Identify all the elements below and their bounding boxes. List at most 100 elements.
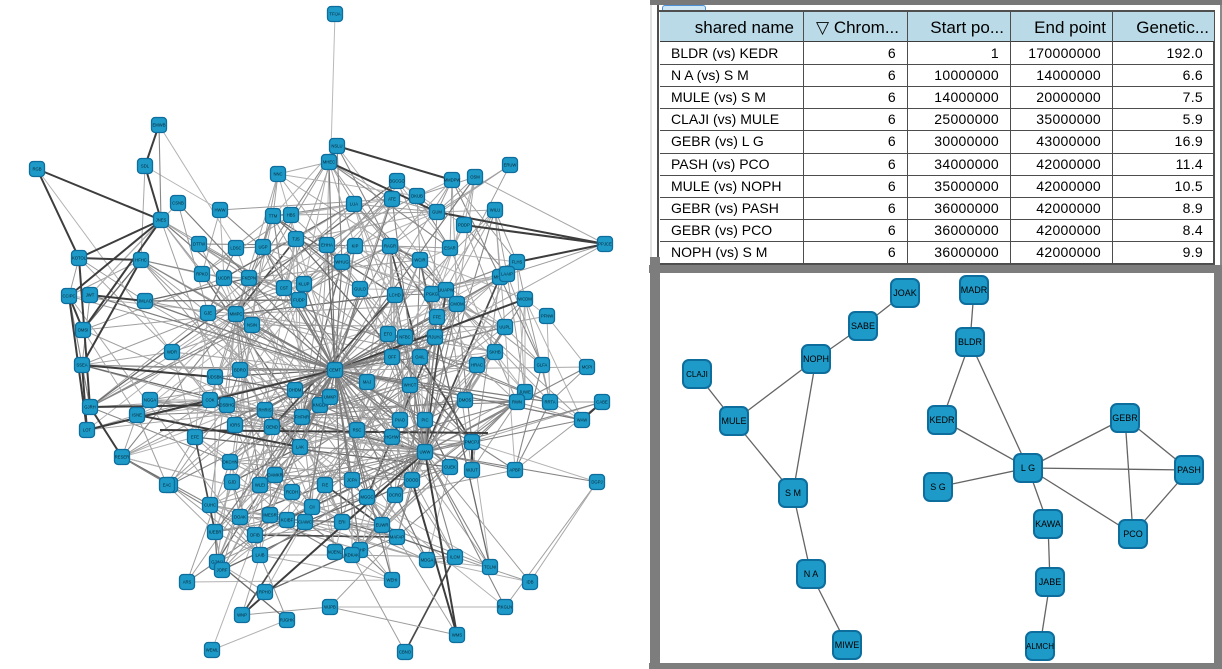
svg-text:DFIB: DFIB bbox=[250, 533, 260, 538]
svg-text:S M: S M bbox=[785, 488, 801, 498]
svg-text:ATE: ATE bbox=[388, 197, 396, 202]
svg-text:CUHC: CUHC bbox=[204, 503, 216, 508]
svg-text:CST: CST bbox=[280, 286, 289, 291]
svg-text:MULE: MULE bbox=[721, 416, 746, 426]
svg-text:RCDH: RCDH bbox=[286, 490, 298, 495]
svg-text:FKEPN: FKEPN bbox=[242, 276, 256, 281]
svg-text:UCDR: UCDR bbox=[218, 276, 230, 281]
svg-text:CEMT: CEMT bbox=[329, 368, 341, 373]
svg-text:RPHO: RPHO bbox=[259, 590, 272, 595]
svg-text:HRAC: HRAC bbox=[471, 363, 483, 368]
svg-text:GJD: GJD bbox=[228, 480, 236, 485]
svg-text:BLDR: BLDR bbox=[958, 337, 983, 347]
svg-text:EHHA: EHHA bbox=[321, 243, 333, 248]
svg-text:MAJ: MAJ bbox=[363, 380, 371, 385]
svg-text:NGGA: NGGA bbox=[144, 398, 157, 403]
svg-text:PASH: PASH bbox=[1177, 465, 1201, 475]
svg-text:SDL: SDL bbox=[141, 164, 150, 169]
svg-text:WMS: WMS bbox=[452, 633, 462, 638]
svg-text:WJPB: WJPB bbox=[324, 605, 336, 610]
svg-text:DLHP: DLHP bbox=[354, 548, 365, 553]
svg-text:FHFNR: FHFNR bbox=[295, 415, 309, 420]
svg-text:WLEI: WLEI bbox=[255, 483, 265, 488]
svg-text:WAW: WAW bbox=[577, 418, 587, 423]
svg-text:FUDP: FUDP bbox=[293, 298, 305, 303]
svg-text:MJENL: MJENL bbox=[328, 550, 342, 555]
svg-text:WJUT: WJUT bbox=[466, 468, 478, 473]
svg-text:RGB: RGB bbox=[32, 167, 41, 172]
svg-text:CCIPC: CCIPC bbox=[62, 294, 75, 299]
svg-text:TJS: TJS bbox=[292, 237, 300, 242]
svg-text:ERUW: ERUW bbox=[504, 163, 517, 168]
svg-text:RWN: RWN bbox=[512, 400, 522, 405]
svg-text:WEML: WEML bbox=[206, 648, 219, 653]
svg-text:DOAK: DOAK bbox=[234, 515, 246, 520]
svg-text:IDB: IDB bbox=[527, 580, 534, 585]
svg-text:PPJCE: PPJCE bbox=[598, 242, 612, 247]
svg-text:JORF: JORF bbox=[217, 568, 228, 573]
svg-text:KDKAK: KDKAK bbox=[345, 553, 359, 558]
svg-text:DKUB: DKUB bbox=[411, 194, 423, 199]
svg-text:RESER: RESER bbox=[115, 455, 129, 460]
svg-text:JNES: JNES bbox=[156, 218, 167, 223]
svg-text:PFNW: PFNW bbox=[541, 314, 553, 319]
svg-text:CBNO: CBNO bbox=[399, 650, 412, 655]
svg-text:TFIJA: TFIJA bbox=[329, 12, 340, 17]
svg-text:NOPH: NOPH bbox=[803, 354, 829, 364]
svg-text:HWW: HWW bbox=[215, 208, 226, 213]
svg-text:JABE: JABE bbox=[1039, 577, 1062, 587]
svg-text:GUM: GUM bbox=[432, 210, 442, 215]
svg-text:RKGLN: RKGLN bbox=[498, 605, 512, 610]
svg-text:ARS: ARS bbox=[183, 580, 192, 585]
svg-text:RJGHK: RJGHK bbox=[280, 618, 294, 623]
svg-text:CIAWC: CIAWC bbox=[298, 520, 312, 525]
svg-text:KOTOL: KOTOL bbox=[72, 256, 87, 261]
svg-text:ESAR: ESAR bbox=[444, 246, 455, 251]
svg-text:EMWB: EMWB bbox=[152, 123, 165, 128]
svg-text:RSC: RSC bbox=[353, 428, 362, 433]
svg-text:WCIR: WCIR bbox=[414, 258, 425, 263]
svg-text:N A: N A bbox=[804, 569, 819, 579]
svg-text:NNC: NNC bbox=[273, 172, 282, 177]
svg-text:RHRIS: RHRIS bbox=[258, 408, 271, 413]
svg-text:WHUG: WHUG bbox=[335, 260, 348, 265]
svg-text:L G: L G bbox=[1021, 463, 1035, 473]
svg-text:ERI: ERI bbox=[339, 520, 346, 525]
svg-text:WHCT: WHCT bbox=[404, 383, 417, 388]
svg-text:LCHD: LCHD bbox=[389, 293, 400, 298]
svg-text:WDR: WDR bbox=[167, 350, 177, 355]
svg-text:WNP: WNP bbox=[237, 613, 247, 618]
svg-text:PDDP: PDDP bbox=[458, 223, 470, 228]
svg-text:LUA: LUA bbox=[350, 202, 358, 207]
svg-text:ETO: ETO bbox=[384, 332, 393, 337]
svg-text:GJRH: GJRH bbox=[84, 405, 95, 410]
svg-text:HGHW: HGHW bbox=[385, 435, 398, 440]
svg-text:KIP: KIP bbox=[352, 244, 359, 249]
svg-text:KLUP: KLUP bbox=[299, 282, 310, 287]
svg-text:BDRO: BDRO bbox=[234, 368, 247, 373]
svg-text:GJE: GJE bbox=[204, 311, 212, 316]
svg-text:WEHI: WEHI bbox=[387, 578, 398, 583]
svg-text:NSLU: NSLU bbox=[331, 144, 342, 149]
svg-text:OOOD: OOOD bbox=[406, 478, 419, 483]
svg-text:MGGC: MGGC bbox=[360, 495, 373, 500]
svg-text:LAIB: LAIB bbox=[255, 553, 264, 558]
svg-text:KNGLK: KNGLK bbox=[313, 403, 327, 408]
svg-text:MDGA: MDGA bbox=[421, 558, 434, 563]
svg-text:WILU: WILU bbox=[490, 208, 500, 213]
svg-text:S G: S G bbox=[930, 482, 946, 492]
svg-text:TTM: TTM bbox=[269, 214, 278, 219]
svg-text:EFE: EFE bbox=[191, 435, 199, 440]
svg-text:GEBR: GEBR bbox=[1112, 413, 1138, 423]
svg-text:OMSI: OMSI bbox=[78, 328, 89, 333]
svg-text:RRTA: RRTA bbox=[544, 400, 555, 405]
svg-text:UGP: UGP bbox=[258, 245, 267, 250]
svg-text:OCRO: OCRO bbox=[389, 493, 402, 498]
svg-text:DGPJ: DGPJ bbox=[591, 480, 602, 485]
svg-text:UWW: UWW bbox=[420, 450, 431, 455]
svg-text:MCPI: MCPI bbox=[582, 365, 592, 370]
svg-text:APBP: APBP bbox=[509, 468, 520, 473]
svg-text:KCIBF: KCIBF bbox=[281, 518, 294, 523]
svg-text:MMDPW: MMDPW bbox=[444, 178, 461, 183]
svg-text:GULO: GULO bbox=[354, 287, 367, 292]
